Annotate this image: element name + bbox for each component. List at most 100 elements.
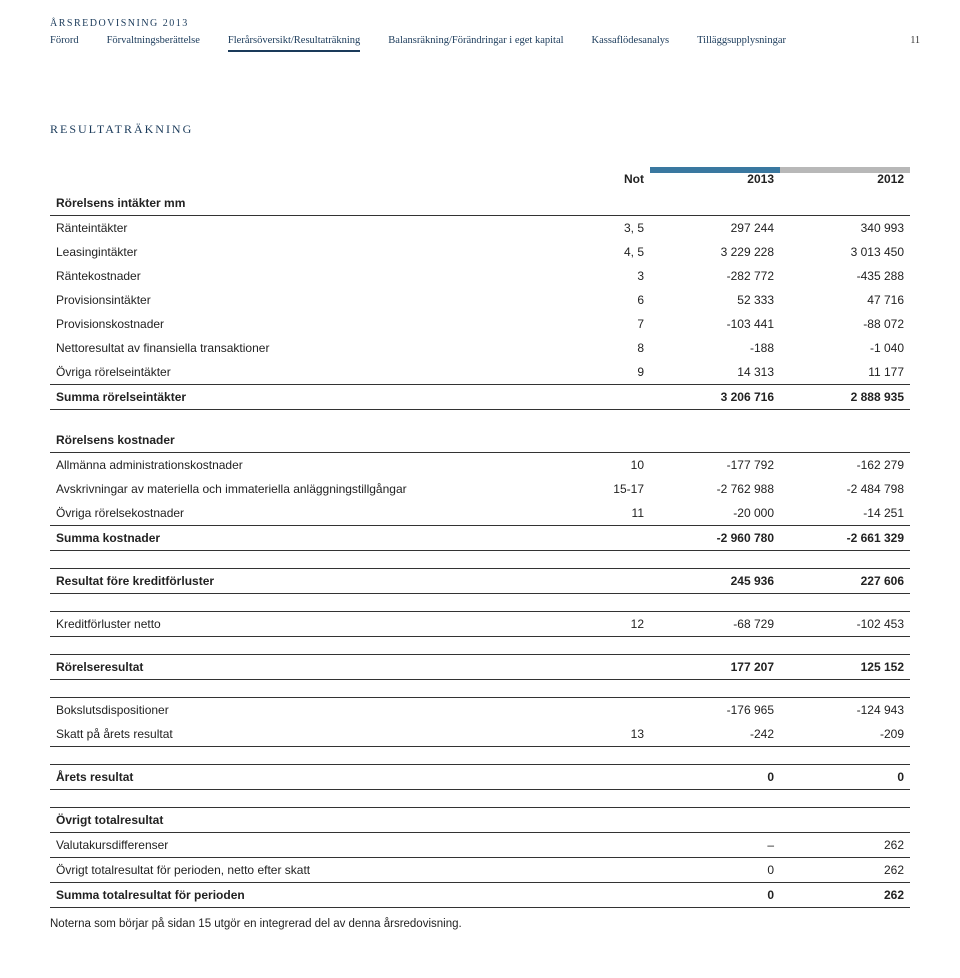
row-label: Summa kostnader	[50, 525, 580, 550]
table-row: Övriga rörelseintäkter 9 14 313 11 177	[50, 360, 910, 385]
row-v1: 52 333	[650, 288, 780, 312]
row-v2: 0	[780, 764, 910, 789]
row-note: 9	[580, 360, 650, 385]
row-v2: 3 013 450	[780, 240, 910, 264]
row-v1: 177 207	[650, 654, 780, 679]
row-v1: -188	[650, 336, 780, 360]
table-row-sum: Summa kostnader -2 960 780 -2 661 329	[50, 525, 910, 550]
table-row: Ränteintäkter 3, 5 297 244 340 993	[50, 216, 910, 241]
row-label: Bokslutsdispositioner	[50, 697, 580, 722]
table-row: Kreditförluster netto 12 -68 729 -102 45…	[50, 611, 910, 636]
footnote: Noterna som börjar på sidan 15 utgör en …	[50, 918, 910, 930]
row-label: Räntekostnader	[50, 264, 580, 288]
row-v2: -14 251	[780, 501, 910, 526]
row-label: Ränteintäkter	[50, 216, 580, 241]
income-statement-table: Not 2013 2012 Rörelsens intäkter mm Ränt…	[50, 167, 910, 908]
row-label: Summa totalresultat för perioden	[50, 882, 580, 907]
col-2013-header: 2013	[650, 167, 780, 191]
row-v1: –	[650, 832, 780, 857]
row-v2: 11 177	[780, 360, 910, 385]
row-label: Nettoresultat av finansiella transaktion…	[50, 336, 580, 360]
row-v1: -20 000	[650, 501, 780, 526]
row-label: Årets resultat	[50, 764, 580, 789]
row-v1: -68 729	[650, 611, 780, 636]
nav-balansrakning[interactable]: Balansräkning/Förändringar i eget kapita…	[388, 35, 563, 52]
row-label: Övrigt totalresultat för perioden, netto…	[50, 857, 580, 882]
table-row-sum: Årets resultat 0 0	[50, 764, 910, 789]
nav-forord[interactable]: Förord	[50, 35, 79, 52]
row-note: 13	[580, 722, 650, 747]
table-row-sum: Resultat före kreditförluster 245 936 22…	[50, 568, 910, 593]
col-2012-header: 2012	[780, 167, 910, 191]
section-title: RESULTATRÄKNING	[50, 122, 910, 137]
table-row: Övriga rörelsekostnader 11 -20 000 -14 2…	[50, 501, 910, 526]
table-row: Leasingintäkter 4, 5 3 229 228 3 013 450	[50, 240, 910, 264]
row-v2: 262	[780, 857, 910, 882]
row-note: 3, 5	[580, 216, 650, 241]
group-rorelsens-intakter: Rörelsens intäkter mm	[50, 191, 910, 216]
table-row: Övrigt totalresultat för perioden, netto…	[50, 857, 910, 882]
row-v1: -176 965	[650, 697, 780, 722]
row-v2: 2 888 935	[780, 385, 910, 410]
row-v2: -162 279	[780, 452, 910, 477]
row-label: Provisionskostnader	[50, 312, 580, 336]
row-label: Övriga rörelseintäkter	[50, 360, 580, 385]
table-row: Provisionskostnader 7 -103 441 -88 072	[50, 312, 910, 336]
table-row: Bokslutsdispositioner -176 965 -124 943	[50, 697, 910, 722]
row-label: Kreditförluster netto	[50, 611, 580, 636]
nav-forvaltningsberattelse[interactable]: Förvaltningsberättelse	[107, 35, 200, 52]
row-label: Avskrivningar av materiella och immateri…	[50, 477, 580, 501]
table-row: Valutakursdifferenser – 262	[50, 832, 910, 857]
row-label: Övriga rörelsekostnader	[50, 501, 580, 526]
table-row: Skatt på årets resultat 13 -242 -209	[50, 722, 910, 747]
row-v1: 3 229 228	[650, 240, 780, 264]
row-v2: 340 993	[780, 216, 910, 241]
row-label: Provisionsintäkter	[50, 288, 580, 312]
table-row: Nettoresultat av finansiella transaktion…	[50, 336, 910, 360]
row-v2: -2 484 798	[780, 477, 910, 501]
row-v1: 0	[650, 764, 780, 789]
row-note: 6	[580, 288, 650, 312]
row-v1: 0	[650, 882, 780, 907]
row-v1: 14 313	[650, 360, 780, 385]
table-row-sum: Summa rörelseintäkter 3 206 716 2 888 93…	[50, 385, 910, 410]
col-note-header: Not	[580, 167, 650, 191]
row-v2: 125 152	[780, 654, 910, 679]
row-v2: -102 453	[780, 611, 910, 636]
row-v1: 3 206 716	[650, 385, 780, 410]
report-label: ÅRSREDOVISNING 2013	[50, 18, 910, 29]
page-number: 11	[910, 35, 920, 46]
row-v2: -1 040	[780, 336, 910, 360]
row-v2: 47 716	[780, 288, 910, 312]
row-v2: -209	[780, 722, 910, 747]
row-label: Resultat före kreditförluster	[50, 568, 580, 593]
row-note: 12	[580, 611, 650, 636]
row-note: 15-17	[580, 477, 650, 501]
row-label: Valutakursdifferenser	[50, 832, 580, 857]
nav-kassaflodesanalys[interactable]: Kassaflödesanalys	[592, 35, 670, 52]
group-ovrigt-totalresultat: Övrigt totalresultat	[50, 807, 910, 832]
nav-flerarsoversikt[interactable]: Flerårsöversikt/Resultaträkning	[228, 35, 360, 52]
row-v2: 262	[780, 882, 910, 907]
row-v2: -2 661 329	[780, 525, 910, 550]
row-label: Summa rörelseintäkter	[50, 385, 580, 410]
table-row-sum: Rörelseresultat 177 207 125 152	[50, 654, 910, 679]
row-note: 11	[580, 501, 650, 526]
row-v1: -2 762 988	[650, 477, 780, 501]
row-v1: -177 792	[650, 452, 780, 477]
row-v2: 262	[780, 832, 910, 857]
row-note: 3	[580, 264, 650, 288]
table-row: Provisionsintäkter 6 52 333 47 716	[50, 288, 910, 312]
row-v1: 245 936	[650, 568, 780, 593]
row-v1: 0	[650, 857, 780, 882]
row-v2: -124 943	[780, 697, 910, 722]
row-v1: -2 960 780	[650, 525, 780, 550]
group-rorelsens-kostnader: Rörelsens kostnader	[50, 428, 910, 453]
nav-tillaggsupplysningar[interactable]: Tilläggsupplysningar	[697, 35, 786, 52]
row-label: Skatt på årets resultat	[50, 722, 580, 747]
row-note: 8	[580, 336, 650, 360]
row-note: 7	[580, 312, 650, 336]
table-row: Allmänna administrationskostnader 10 -17…	[50, 452, 910, 477]
row-v1: -103 441	[650, 312, 780, 336]
row-label: Rörelseresultat	[50, 654, 580, 679]
